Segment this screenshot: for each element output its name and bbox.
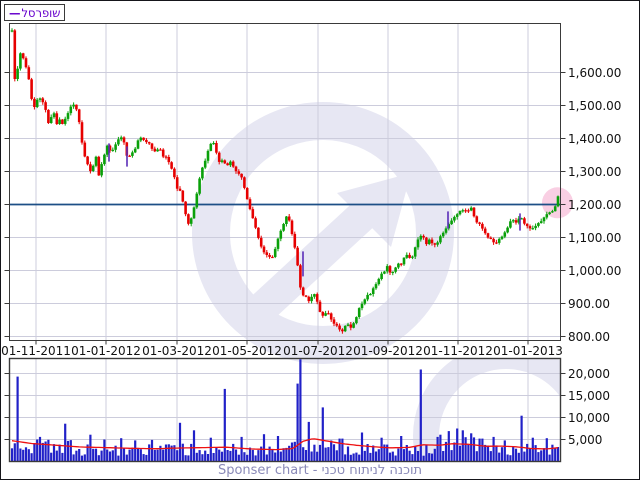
chart-footer-caption: Sponser chart - תוכנה לניתוח טכני [217,463,423,478]
purple-line-marks [108,143,521,277]
legend-box[interactable]: — שופרסל [4,4,66,21]
gridlines [9,23,561,462]
price-axis-label: 1,400.00 [568,131,622,146]
sponser-logo-watermark [192,102,561,462]
volume-bars [10,359,560,462]
price-axis-label: 1,000.00 [568,263,622,278]
date-axis-label: 01-11-2011 [1,344,71,358]
volume-panel[interactable] [8,357,562,463]
candlesticks [10,28,560,334]
volume-axis-label: 20,000 [568,366,610,381]
date-axis-label: 01-07-2012 [283,344,353,358]
price-axis-label: 900.00 [568,296,610,311]
price-axis-label: 1,200.00 [568,197,622,212]
volume-ma-line [11,438,559,451]
axis-ticks [4,72,566,440]
legend-symbol-label: שופרסל [21,5,61,20]
volume-axis-label: 5,000 [568,432,603,447]
date-axis-label: 01-09-2012 [353,344,423,358]
price-axis-label: 1,600.00 [568,65,622,80]
price-panel[interactable] [9,23,561,341]
volume-axis-label: 15,000 [568,388,610,403]
volume-axis-label: 10,000 [568,410,610,425]
price-axis-label: 1,100.00 [568,230,622,245]
date-axis-label: 01-01-2012 [71,344,141,358]
date-axis-label: 01-11-2012 [423,344,493,358]
price-axis-label: 1,500.00 [568,98,622,113]
price-axis-label: 1,300.00 [568,164,622,179]
date-axis-label: 01-05-2012 [212,344,282,358]
price-axis-label: 800.00 [568,329,610,344]
date-axis-label: 01-03-2012 [142,344,212,358]
legend-line-sample-icon: — [9,5,20,20]
date-axis-label: 01-01-2013 [493,344,563,358]
